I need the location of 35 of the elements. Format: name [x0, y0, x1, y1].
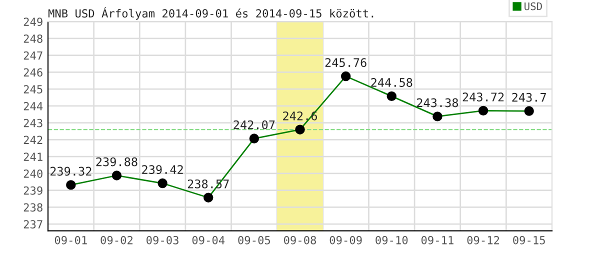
y-tick-label: 237 [24, 220, 42, 229]
x-tick-label: 09-01 [54, 236, 87, 244]
y-tick-label: 241 [24, 152, 42, 161]
x-tick-label: 09-12 [467, 236, 500, 244]
x-tick-label: 09-09 [330, 236, 362, 244]
x-tick-label: 09-11 [421, 236, 454, 244]
x-tick-label: 09-04 [192, 236, 225, 244]
x-tick-label: 09-03 [146, 236, 178, 244]
y-tick-label: 247 [24, 51, 42, 60]
data-label: 243.38 [417, 98, 458, 108]
data-label: 239.42 [142, 165, 183, 174]
y-tick-label: 240 [24, 169, 42, 178]
y-tick-label: 245 [24, 85, 42, 94]
chart-title: MNB USD Árfolyam 2014-09-01 és 2014-09-15 között. [48, 7, 374, 20]
x-tick-label: 09-15 [513, 236, 545, 244]
data-label: 242.07 [234, 120, 275, 130]
data-label: 239.88 [96, 157, 138, 166]
data-label: 243.72 [462, 92, 504, 102]
x-tick-label: 09-05 [238, 236, 270, 244]
y-tick-label: 242 [24, 136, 42, 144]
data-label: 245.76 [325, 58, 366, 68]
x-tick-label: 09-08 [284, 236, 316, 244]
x-tick-label: 09-02 [100, 236, 133, 244]
y-tick-label: 243 [24, 118, 42, 128]
data-label: 243.7 [512, 92, 546, 102]
y-tick-label: 246 [24, 68, 42, 77]
data-label: 244.58 [371, 78, 412, 87]
legend-label: USD [524, 2, 542, 10]
data-label: 239.32 [50, 166, 92, 176]
y-tick-label: 244 [24, 102, 43, 110]
y-tick-label: 238 [24, 203, 42, 212]
y-tick-label: 239 [24, 186, 42, 195]
x-tick-label: 09-10 [376, 236, 408, 244]
y-tick-label: 248 [24, 34, 42, 43]
y-tick-label: 249 [24, 18, 42, 26]
